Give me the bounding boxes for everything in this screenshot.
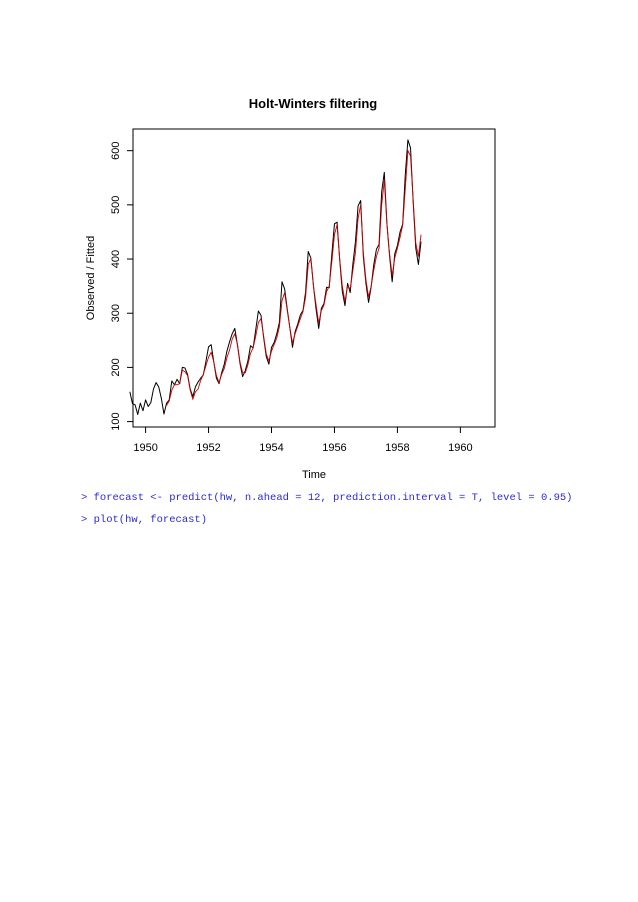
code-line-plot: > plot(hw, forecast) (81, 514, 208, 526)
y-tick-label: 300 (110, 304, 122, 322)
code-line-forecast: > forecast <- predict(hw, n.ahead = 12, … (81, 492, 573, 504)
y-axis-label: Observed / Fitted (85, 236, 97, 320)
chart-title: Holt-Winters filtering (249, 96, 377, 111)
series-layer (129, 139, 422, 416)
x-tick-label: 1956 (322, 442, 346, 454)
chart: Holt-Winters filtering 1950 1952 1954 1956 1… (85, 96, 496, 481)
x-axis: 1950 1952 1954 1956 1958 1960 (133, 426, 473, 454)
plot-frame (132, 128, 496, 428)
x-tick-label: 1952 (196, 442, 220, 454)
y-tick-label: 100 (110, 412, 122, 430)
series-line-fitted (166, 150, 422, 406)
y-tick-label: 200 (110, 358, 122, 376)
y-tick-label: 500 (110, 196, 122, 214)
x-tick-label: 1958 (385, 442, 409, 454)
y-tick-label: 400 (110, 250, 122, 268)
x-tick-label: 1954 (259, 442, 283, 454)
y-tick-label: 600 (110, 141, 122, 159)
x-tick-label: 1950 (133, 442, 157, 454)
x-axis-label: Time (302, 469, 326, 481)
y-axis: 100 200 300 400 500 600 (110, 141, 134, 431)
x-tick-label: 1960 (448, 442, 472, 454)
series-line-observed (129, 139, 422, 416)
